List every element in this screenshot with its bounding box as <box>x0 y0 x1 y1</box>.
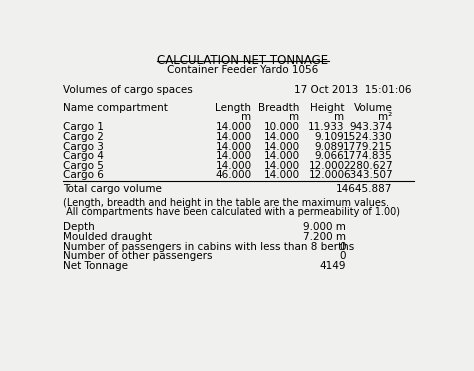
Text: 14.000: 14.000 <box>264 151 300 161</box>
Text: 12.000: 12.000 <box>308 161 345 171</box>
Text: 17 Oct 2013  15:01:06: 17 Oct 2013 15:01:06 <box>294 85 412 95</box>
Text: 9.109: 9.109 <box>315 132 345 142</box>
Text: 14.000: 14.000 <box>215 132 251 142</box>
Text: m: m <box>241 112 251 122</box>
Text: Number of other passengers: Number of other passengers <box>63 251 213 261</box>
Text: 11.933: 11.933 <box>308 122 345 132</box>
Text: m²: m² <box>378 112 392 122</box>
Text: 9.089: 9.089 <box>315 142 345 151</box>
Text: Length: Length <box>216 103 251 113</box>
Text: Cargo 1: Cargo 1 <box>63 122 104 132</box>
Text: 14.000: 14.000 <box>264 132 300 142</box>
Text: (Length, breadth and height in the table are the maximum values.: (Length, breadth and height in the table… <box>63 198 389 208</box>
Text: Moulded draught: Moulded draught <box>63 232 152 242</box>
Text: 2280.627: 2280.627 <box>343 161 392 171</box>
Text: 9.000 m: 9.000 m <box>303 222 346 232</box>
Text: 14.000: 14.000 <box>215 142 251 151</box>
Text: 7.200 m: 7.200 m <box>303 232 346 242</box>
Text: 14645.887: 14645.887 <box>336 184 392 194</box>
Text: Volume: Volume <box>354 103 392 113</box>
Text: Cargo 3: Cargo 3 <box>63 142 104 151</box>
Text: Cargo 5: Cargo 5 <box>63 161 104 171</box>
Text: 1524.330: 1524.330 <box>343 132 392 142</box>
Text: Container Feeder Yardo 1056: Container Feeder Yardo 1056 <box>167 65 319 75</box>
Text: m: m <box>334 112 345 122</box>
Text: Depth: Depth <box>63 222 95 232</box>
Text: Cargo 2: Cargo 2 <box>63 132 104 142</box>
Text: Breadth: Breadth <box>258 103 300 113</box>
Text: Height: Height <box>310 103 345 113</box>
Text: 14.000: 14.000 <box>215 161 251 171</box>
Text: All compartments have been calculated with a permeability of 1.00): All compartments have been calculated wi… <box>63 207 400 217</box>
Text: Net Tonnage: Net Tonnage <box>63 261 128 271</box>
Text: 14.000: 14.000 <box>215 151 251 161</box>
Text: Cargo 6: Cargo 6 <box>63 170 104 180</box>
Text: Total cargo volume: Total cargo volume <box>63 184 162 194</box>
Text: m: m <box>289 112 300 122</box>
Text: Cargo 4: Cargo 4 <box>63 151 104 161</box>
Text: 9.066: 9.066 <box>315 151 345 161</box>
Text: 46.000: 46.000 <box>215 170 251 180</box>
Text: 14.000: 14.000 <box>264 142 300 151</box>
Text: 14.000: 14.000 <box>264 170 300 180</box>
Text: 6343.507: 6343.507 <box>343 170 392 180</box>
Text: Volumes of cargo spaces: Volumes of cargo spaces <box>63 85 193 95</box>
Text: 10.000: 10.000 <box>264 122 300 132</box>
Text: 12.000: 12.000 <box>308 170 345 180</box>
Text: 1779.215: 1779.215 <box>343 142 392 151</box>
Text: Number of passengers in cabins with less than 8 berths: Number of passengers in cabins with less… <box>63 242 355 252</box>
Text: 4149: 4149 <box>319 261 346 271</box>
Text: 1774.835: 1774.835 <box>343 151 392 161</box>
Text: CALCULATION NET TONNAGE: CALCULATION NET TONNAGE <box>157 54 328 67</box>
Text: 14.000: 14.000 <box>264 161 300 171</box>
Text: Name compartment: Name compartment <box>63 103 168 113</box>
Text: 943.374: 943.374 <box>349 122 392 132</box>
Text: 14.000: 14.000 <box>215 122 251 132</box>
Text: 0: 0 <box>339 242 346 252</box>
Text: 0: 0 <box>339 251 346 261</box>
